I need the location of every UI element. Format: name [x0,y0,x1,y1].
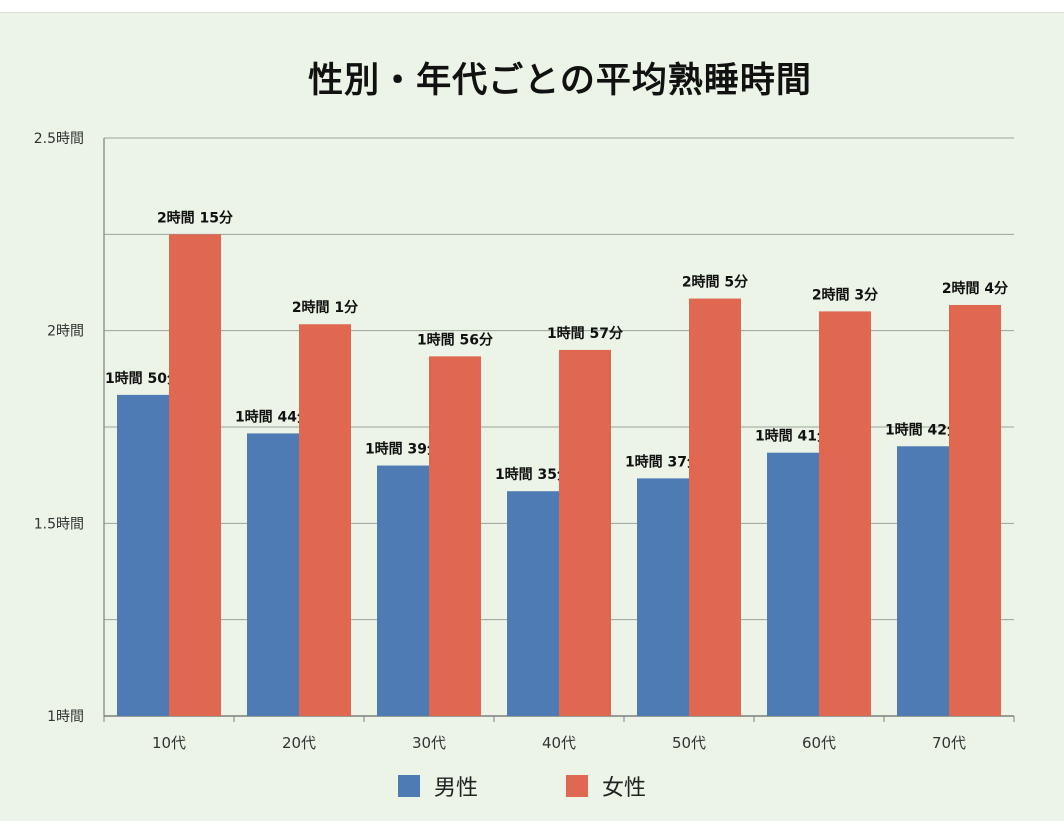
data-label-female: 2時間 3分 [812,286,878,303]
data-label-female: 2時間 5分 [682,274,748,291]
legend: 男性 女性 [0,770,1064,802]
legend-swatch-female [566,775,588,797]
x-tick-label: 30代 [412,734,446,752]
bar-female [169,234,221,717]
data-label-male: 1時間 44分 [235,408,311,425]
bar-male [247,433,299,716]
bar-male [507,491,559,716]
data-label-male: 1時間 41分 [755,428,831,445]
bar-male [117,394,169,716]
y-tick-label: 2時間 [47,324,84,340]
data-label-female: 2時間 15分 [157,209,233,226]
data-label-female: 1時間 56分 [417,331,493,348]
x-tick-label: 60代 [802,734,836,752]
x-tick-label: 70代 [932,734,966,752]
y-tick-label: 1時間 [47,709,84,725]
y-tick-label: 2.5時間 [34,131,84,147]
legend-item-male: 男性 [398,770,478,802]
x-tick-label: 50代 [672,734,706,752]
data-label-female: 1時間 57分 [547,325,623,342]
data-label-female: 2時間 1分 [292,299,358,316]
y-tick-label: 1.5時間 [34,516,84,532]
bar-male [767,452,819,716]
bar-female [819,311,871,716]
bar-female [429,356,481,716]
bar-female [299,324,351,716]
data-label-male: 1時間 37分 [625,453,701,470]
bar-female [949,304,1001,716]
bar-male [897,446,949,716]
data-label-male: 1時間 39分 [365,441,441,458]
data-label-female: 2時間 4分 [942,280,1008,297]
bar-female [689,298,741,716]
x-tick-label: 10代 [152,734,186,752]
data-label-male: 1時間 35分 [495,466,571,483]
legend-label-female: 女性 [602,776,647,801]
bar-female [559,349,611,716]
legend-label-male: 男性 [434,776,479,801]
x-tick-label: 20代 [282,734,316,752]
legend-item-female: 女性 [566,770,646,802]
legend-swatch-male [398,775,420,797]
data-label-male: 1時間 50分 [105,370,181,387]
bar-male [377,465,429,716]
x-tick-label: 40代 [542,734,576,752]
chart-title: 性別・年代ごとの平均熟睡時間 [308,61,812,101]
data-label-male: 1時間 42分 [885,421,961,438]
bar-male [637,478,689,716]
